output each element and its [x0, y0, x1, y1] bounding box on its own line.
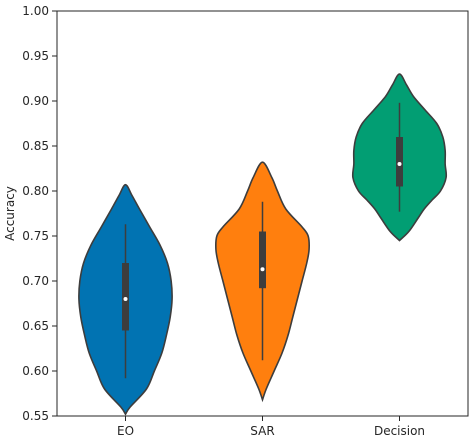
y-tick-label: 0.80	[22, 184, 49, 198]
median-marker-decision	[397, 162, 402, 166]
y-tick-label: 0.95	[22, 49, 49, 63]
y-axis-title: Accuracy	[3, 186, 17, 241]
y-tick-label: 0.75	[22, 229, 49, 243]
iqr-box-decision	[396, 137, 403, 187]
y-tick-label: 1.00	[22, 4, 49, 18]
plot-frame	[56, 10, 469, 417]
iqr-box-sar	[259, 231, 266, 289]
x-axis: EO SAR Decision	[117, 416, 425, 438]
y-tick-label: 0.85	[22, 139, 49, 153]
median-marker-sar	[260, 267, 265, 272]
x-tick-label-decision: Decision	[374, 424, 425, 438]
y-tick-label: 0.90	[22, 94, 49, 108]
x-tick-label-sar: SAR	[250, 424, 274, 438]
x-tick-label-eo: EO	[117, 424, 134, 438]
y-axis: 0.55 0.60 0.65 0.70 0.75 0.80 0.85 0.90 0.95 1.00	[22, 4, 57, 423]
iqr-box-eo	[122, 263, 129, 331]
y-tick-label: 0.65	[22, 319, 49, 333]
y-tick-label: 0.70	[22, 274, 49, 288]
median-marker-eo	[123, 297, 128, 301]
y-tick-label: 0.55	[22, 409, 49, 423]
y-tick-label: 0.60	[22, 364, 49, 378]
violin-group	[78, 73, 448, 416]
